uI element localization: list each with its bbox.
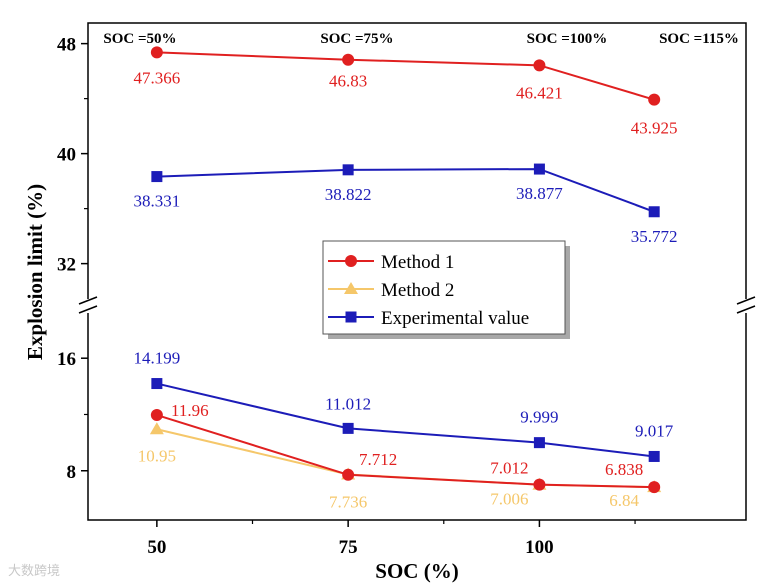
experimental-lower-data-label: 9.999	[520, 408, 558, 427]
y-axis-title: Explosion limit (%)	[23, 184, 47, 360]
experimental-lower-marker	[648, 450, 660, 462]
y-tick-label: 40	[57, 145, 76, 166]
experimental-lower-data-label: 14.199	[133, 349, 180, 368]
method1-lower-marker	[533, 478, 546, 491]
method1-upper-line	[156, 51, 655, 101]
method1-upper-data-label: 46.83	[329, 72, 367, 91]
legend-box	[322, 240, 566, 335]
method2-lower-data-label: 6.84	[609, 491, 639, 510]
x-axis-title: SOC (%)	[375, 559, 458, 583]
axis-break-line-1	[736, 305, 756, 314]
method2-lower-data-label: 10.95	[138, 446, 176, 465]
method1-upper-marker	[533, 59, 546, 72]
method1-lower-marker	[342, 468, 355, 481]
method1-lower-data-label: 7.012	[490, 459, 528, 478]
axis-break-line-1	[736, 296, 756, 305]
experimental-lower-marker	[533, 437, 545, 449]
soc-label: SOC =75%	[320, 31, 393, 47]
experimental-upper-line	[156, 168, 655, 213]
method1-upper-data-label: 46.421	[516, 83, 563, 102]
y-tick-label: 48	[57, 35, 76, 56]
legend: Method 1 Method 2 Experimental value	[322, 240, 570, 339]
experimental-upper-marker	[342, 164, 354, 176]
method1-upper-data-label: 43.925	[631, 119, 678, 138]
legend-marker	[345, 255, 357, 267]
method1-upper-marker	[648, 93, 661, 106]
method1-upper-marker	[150, 46, 163, 59]
method1-lower-marker	[648, 481, 661, 494]
experimental-upper-marker	[533, 163, 545, 175]
axis-break-line-0	[78, 305, 98, 314]
experimental-lower-marker	[151, 378, 163, 390]
legend-label: Experimental value	[381, 308, 529, 329]
method2-lower-data-label: 7.736	[329, 492, 367, 511]
method1-upper-data-label: 47.366	[133, 68, 180, 87]
x-tick-label: 75	[339, 537, 358, 558]
method1-lower-data-label: 7.712	[359, 450, 397, 469]
x-tick-label: 50	[147, 537, 166, 558]
experimental-upper-data-label: 38.331	[133, 192, 180, 211]
legend-marker	[345, 311, 357, 323]
method1-upper-marker	[342, 53, 355, 66]
experimental-upper-marker	[648, 206, 660, 218]
legend-label: Method 1	[381, 252, 454, 273]
x-tick-label: 100	[525, 537, 554, 558]
experimental-upper-data-label: 38.877	[516, 184, 563, 203]
legend-label: Method 2	[381, 280, 454, 301]
y-tick-label: 16	[57, 349, 76, 370]
method1-lower-marker	[150, 409, 163, 422]
experimental-lower-data-label: 11.012	[325, 394, 371, 413]
experimental-lower-marker	[342, 422, 354, 434]
legend-marker	[344, 282, 358, 294]
soc-label: SOC =100%	[527, 31, 608, 47]
method1-lower-data-label: 11.96	[171, 401, 209, 420]
experimental-upper-marker	[151, 171, 163, 183]
y-tick-label: 8	[67, 462, 77, 483]
method1-lower-data-label: 6.838	[605, 460, 643, 479]
watermark-text: 大数跨境	[8, 564, 61, 579]
plot-frame	[87, 22, 747, 521]
soc-label: SOC =115%	[659, 31, 739, 47]
method1-lower-line	[156, 414, 655, 489]
soc-label: SOC =50%	[103, 31, 176, 47]
experimental-upper-data-label: 38.822	[325, 185, 372, 204]
experimental-lower-data-label: 9.017	[635, 421, 674, 440]
experimental-upper-data-label: 35.772	[631, 227, 678, 246]
method2-lower-marker	[149, 422, 164, 435]
experimental-lower-line	[156, 382, 655, 458]
y-tick-label: 32	[57, 255, 76, 276]
axis-break-line-0	[78, 296, 98, 305]
method2-lower-data-label: 7.006	[490, 490, 528, 509]
